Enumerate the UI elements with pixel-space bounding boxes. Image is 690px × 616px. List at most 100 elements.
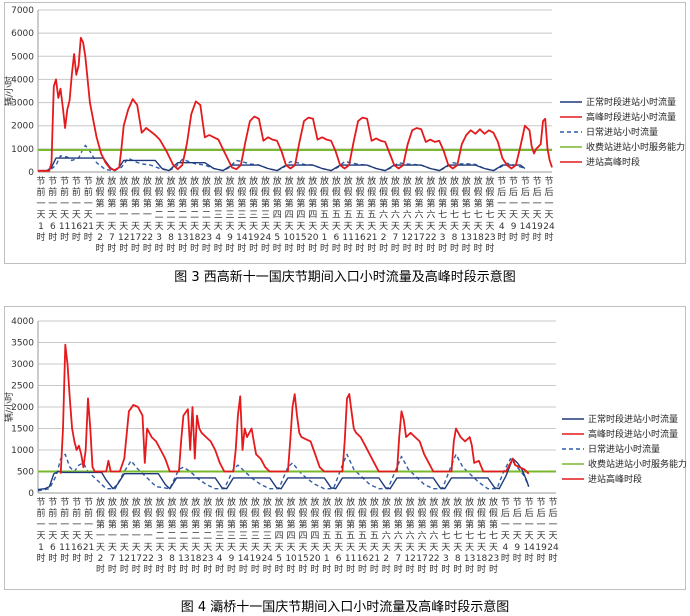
x-category-char: 假 xyxy=(474,187,483,198)
x-category-char: 时 xyxy=(239,563,248,575)
x-category-char: 放 xyxy=(239,496,248,508)
x-category-char: 放 xyxy=(453,496,462,508)
x-category-char: 节 xyxy=(544,176,553,187)
x-category-char: 二 xyxy=(155,211,164,221)
x-category-char: 放 xyxy=(298,496,307,508)
x-category-char: 假 xyxy=(489,508,498,519)
x-category-char: 放 xyxy=(474,175,483,187)
x-category-char: 15 xyxy=(297,554,308,564)
x-category-char: 七 xyxy=(462,210,471,221)
x-category-char: 天 xyxy=(249,222,258,232)
x-category-char: 11 xyxy=(59,222,70,232)
x-category-char: 时 xyxy=(533,231,542,243)
x-category-char: 时 xyxy=(429,563,438,575)
x-category-char: 天 xyxy=(144,543,153,553)
x-category-char: 7 xyxy=(109,233,115,243)
x-category-char: 第 xyxy=(96,518,105,530)
x-category-char: 放 xyxy=(215,496,224,508)
x-category-char: 六 xyxy=(394,530,403,542)
x-category-char: 天 xyxy=(332,222,341,232)
legend-label: 进站高峰时段 xyxy=(586,156,640,168)
x-category-char: 假 xyxy=(382,508,391,519)
x-category-char: 8 xyxy=(168,233,174,243)
x-category-char: 放 xyxy=(332,175,341,187)
x-category-char: 19 xyxy=(535,543,547,553)
x-category-char: 天 xyxy=(465,543,474,553)
x-category-char: 9 xyxy=(227,233,233,243)
x-category-char: 七 xyxy=(441,531,450,542)
x-category-char: 假 xyxy=(403,187,412,198)
x-category-char: 8 xyxy=(455,554,461,564)
x-category-char: 节 xyxy=(513,497,522,508)
x-category-char: 放 xyxy=(132,496,141,508)
x-category-char: 假 xyxy=(144,508,153,519)
x-category-char: 天 xyxy=(403,222,412,232)
x-category-char: 第 xyxy=(477,518,486,530)
x-category-char: 三 xyxy=(215,532,224,542)
x-category-char: 假 xyxy=(346,508,355,519)
x-category-char: 时 xyxy=(261,242,270,254)
x-category-char: 9 xyxy=(511,222,517,232)
legend-label: 日常进站小时流量 xyxy=(586,126,658,138)
x-category-char: 14 xyxy=(520,222,532,232)
x-category-char: 天 xyxy=(132,543,141,553)
x-category-char: 时 xyxy=(285,242,294,254)
x-category-char: 天 xyxy=(426,222,435,232)
x-category-char: 5 xyxy=(276,554,282,564)
x-category-char: 12 xyxy=(402,233,413,243)
x-category-char: 时 xyxy=(298,563,307,575)
x-category-char: 天 xyxy=(320,222,329,232)
x-category-char: 三 xyxy=(239,532,248,542)
x-category-char: 17 xyxy=(413,233,424,243)
x-category-char: 四 xyxy=(287,532,296,542)
x-category-char: 时 xyxy=(477,563,486,575)
x-category-char: 13 xyxy=(177,233,188,243)
x-category-char: 假 xyxy=(379,187,388,198)
x-category-char: 放 xyxy=(344,175,353,187)
x-category-char: 假 xyxy=(429,508,438,519)
legend-label: 高峰时段进站小时流量 xyxy=(588,428,678,440)
x-category-char: 14 xyxy=(236,233,248,243)
x-category-char: 11 xyxy=(59,543,70,553)
x-category-char: 第 xyxy=(214,197,223,209)
x-category-char: 假 xyxy=(273,187,282,198)
x-category-char: 节 xyxy=(48,497,57,508)
x-category-char: 天 xyxy=(334,543,343,553)
x-category-char: 假 xyxy=(237,187,246,198)
x-category-char: 前 xyxy=(36,507,45,519)
x-category-char: 一 xyxy=(84,520,93,530)
x-category-char: 假 xyxy=(96,187,105,198)
x-category-char: 第 xyxy=(119,197,128,209)
y-tick-label: 5000 xyxy=(11,52,34,62)
x-category-char: 时 xyxy=(84,552,93,564)
x-category-char: 假 xyxy=(370,508,379,519)
x-category-char: 假 xyxy=(178,187,187,198)
x-category-char: 时 xyxy=(202,242,211,254)
legend-label: 高峰时段进站小时流量 xyxy=(586,111,676,123)
x-category-char: 时 xyxy=(96,563,105,575)
x-category-char: 11 xyxy=(345,554,356,564)
y-tick-label: 7000 xyxy=(11,6,34,16)
y-tick-label: 500 xyxy=(17,468,34,478)
x-category-char: 时 xyxy=(509,231,518,243)
x-category-char: 七 xyxy=(438,210,447,221)
x-category-char: 天 xyxy=(544,211,553,221)
x-category-char: 第 xyxy=(275,518,284,530)
x-category-char: 8 xyxy=(169,554,175,564)
x-category-char: 前 xyxy=(60,507,69,519)
x-category-char: 第 xyxy=(450,197,459,209)
x-category-char: 后 xyxy=(501,508,510,519)
x-category-char: 七 xyxy=(474,210,483,221)
x-category-char: 第 xyxy=(298,518,307,530)
x-category-char: 17 xyxy=(131,554,142,564)
x-category-char: 四 xyxy=(298,532,307,542)
